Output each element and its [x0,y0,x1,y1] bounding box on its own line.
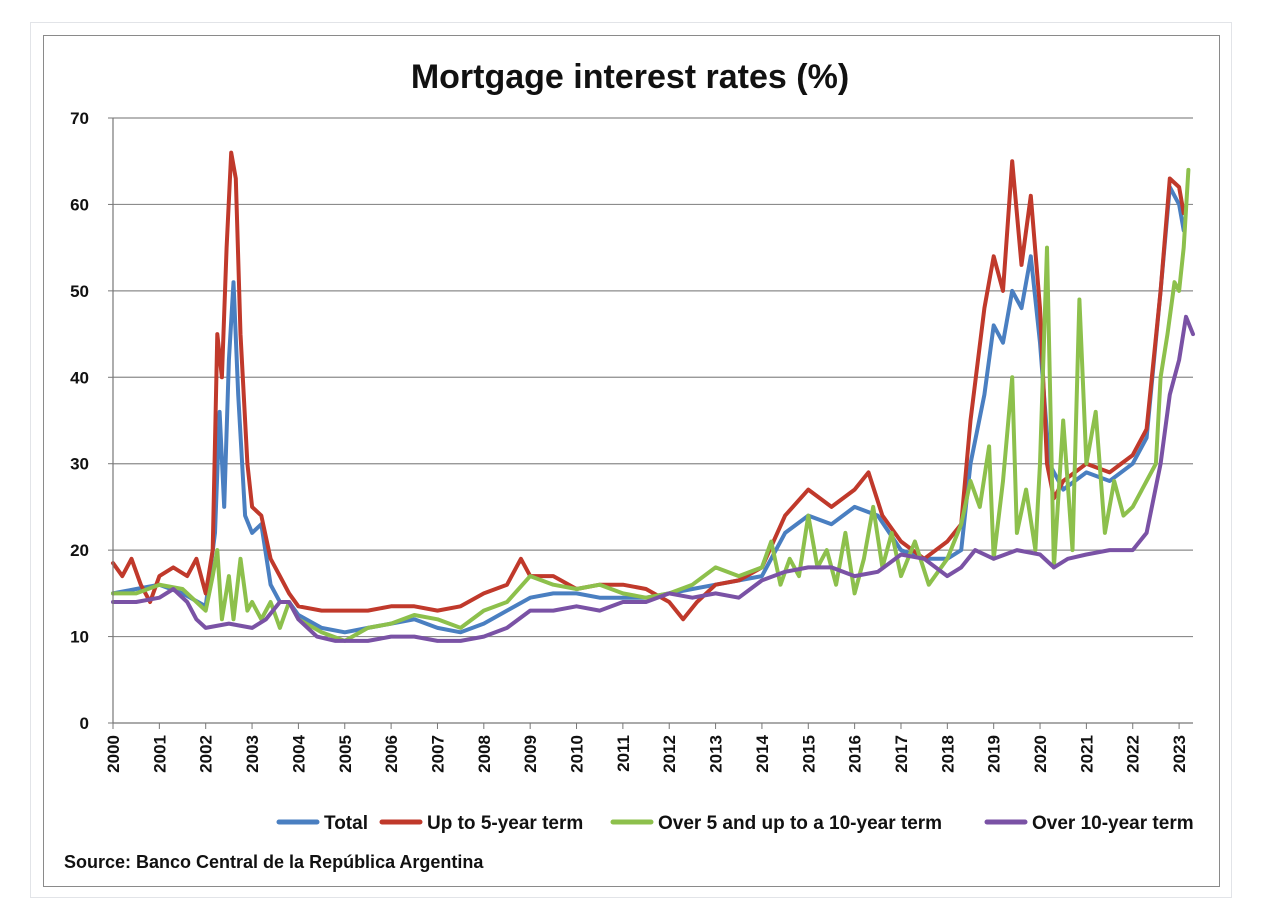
x-tick-label-2023: 2023 [1170,735,1189,773]
x-tick-label-2017: 2017 [892,735,911,773]
legend-label-3: Over 10-year term [1032,813,1194,834]
chart-inner-frame [43,35,1220,887]
legend-label-1: Up to 5-year term [427,813,583,834]
x-tick-label-2010: 2010 [568,735,587,773]
x-tick-label-2022: 2022 [1124,735,1143,773]
x-tick-label-2005: 2005 [336,735,355,773]
x-tick-label-2018: 2018 [938,735,957,773]
y-tick-label-40: 40 [70,368,89,387]
y-tick-label-30: 30 [70,455,89,474]
y-tick-label-70: 70 [70,109,89,128]
x-tick-label-2008: 2008 [475,735,494,773]
x-tick-label-2002: 2002 [197,735,216,773]
y-tick-label-20: 20 [70,541,89,560]
x-tick-label-2019: 2019 [985,735,1004,773]
x-tick-label-2012: 2012 [660,735,679,773]
x-tick-label-2007: 2007 [428,735,447,773]
y-tick-label-60: 60 [70,195,89,214]
y-tick-label-50: 50 [70,282,89,301]
chart-title: Mortgage interest rates (%) [411,58,849,96]
source-note: Source: Banco Central de la República Ar… [64,852,484,872]
y-axis-ticks: 0 10 20 30 40 50 60 70 [70,109,113,733]
x-tick-label-2020: 2020 [1031,735,1050,773]
x-tick-label-2000: 2000 [104,735,123,773]
series-lines [111,150,1195,643]
x-tick-label-2014: 2014 [753,734,772,772]
x-tick-label-2021: 2021 [1077,735,1096,773]
series-line-3 [111,314,1195,643]
x-tick-label-2011: 2011 [614,735,633,772]
series-line-2 [111,167,1191,643]
x-tick-label-2001: 2001 [150,735,169,773]
x-tick-label-2003: 2003 [243,735,262,773]
x-tick-label-2004: 2004 [289,734,308,772]
x-tick-label-2015: 2015 [799,735,818,773]
x-tick-label-2016: 2016 [846,735,865,773]
legend: Total Up to 5-year term Over 5 and up to a… [276,813,1194,834]
axes [112,118,1193,724]
legend-label-0: Total [324,813,368,834]
y-tick-label-10: 10 [70,628,89,647]
legend-label-2: Over 5 and up to a 10-year term [658,813,942,834]
x-tick-label-2006: 2006 [382,735,401,773]
x-axis-ticks: 2000 2001 2002 2003 2004 2005 2006 2007 2008 2009… [104,723,1189,773]
x-tick-label-2009: 2009 [521,735,540,773]
x-tick-label-2013: 2013 [707,735,726,773]
y-tick-label-0: 0 [80,714,89,733]
